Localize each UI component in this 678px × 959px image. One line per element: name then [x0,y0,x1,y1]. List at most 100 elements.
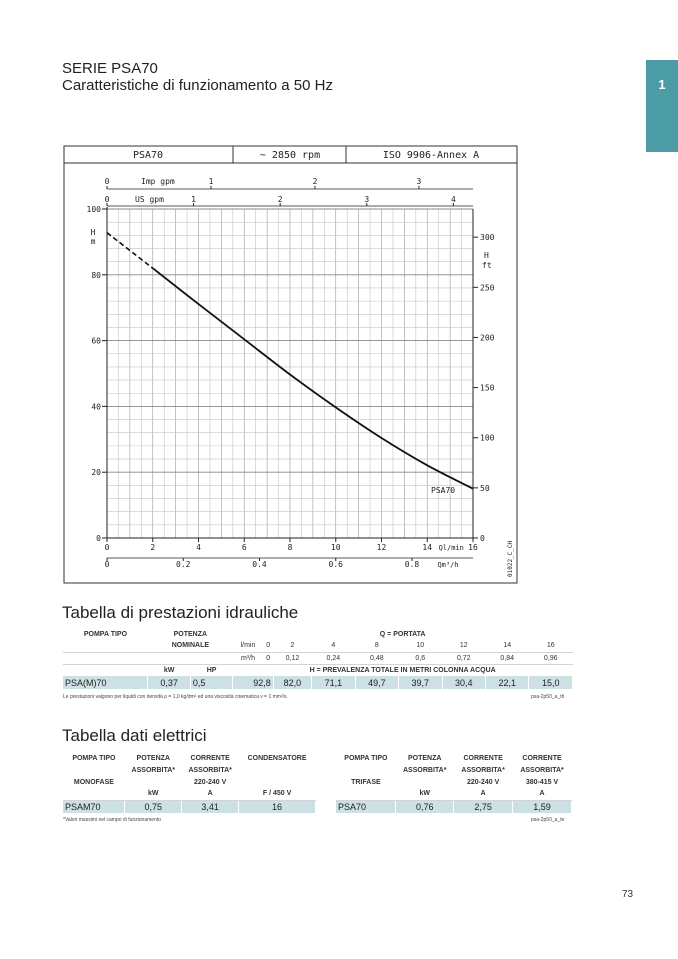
m3h-axis-label: Qm³/h [437,561,458,569]
mono-h-current: CORRENTE [190,754,230,762]
tri-h-power: POTENZA [407,754,442,762]
imp-gpm-label: Imp gpm [141,177,175,186]
chart-code-label: 01022_C_CH [507,540,514,577]
hyd-col-power-nominal: NOMINALE [147,640,233,653]
us-gpm-tick-label: 4 [451,195,456,204]
tri-h-current: CORRENTE [463,754,503,762]
us-gpm-tick-label: 1 [191,195,196,204]
mono-h-pump: POMPA TIPO [72,754,116,762]
electric-table-tri: POMPA TIPO POTENZA CORRENTE CORRENTE ASS… [336,752,572,813]
hyd-row-value: 92,8 [232,676,274,689]
hyd-unit-lmin: l/min [232,640,264,653]
imp-gpm-tick-label: 2 [313,177,318,186]
lmin-tick-label: 16 [468,543,478,552]
tri-row-pump: PSA70 [336,800,397,813]
right-axis-label: H [484,251,489,260]
hyd-row-value: 30,4 [442,676,487,689]
mono-row-f: 16 [238,800,316,813]
mono-u-kw: kW [124,788,182,801]
lmin-tick-label: 10 [331,543,341,552]
us-gpm-tick-label: 2 [278,195,283,204]
hyd-row-value: 49,7 [355,676,400,689]
right-tick-label: 250 [480,283,495,292]
hyd-col-flow: Q = PORTATA [379,630,426,638]
left-axis-label: H [91,228,96,237]
hydraulic-table-title: Tabella di prestazioni idrauliche [62,603,299,622]
m3h-tick-label: 0.8 [405,560,420,569]
lmin-tick-label: 8 [288,543,293,552]
hyd-m3h-cell: 0,96 [528,652,573,665]
hyd-row-value: 22,1 [485,676,530,689]
tri-h-current-b: CORRENTE [522,754,562,762]
electric-note: *Valori massimi nel campo di funzionamen… [63,817,162,823]
imp-gpm-tick-label: 3 [417,177,422,186]
mono-h-power2: ASSORBITA* [131,766,175,774]
hyd-row-pump: PSA(M)70 [63,676,149,689]
hyd-lmin-cell: 4 [311,640,356,653]
hyd-row-value: 71,1 [311,676,356,689]
electric-table-mono: POMPA TIPO POTENZA CORRENTE CONDENSATORE… [63,752,316,813]
us-gpm-tick-label: 3 [364,195,369,204]
right-tick-label: 0 [480,534,485,543]
chart-frame [63,145,518,584]
left-tick-label: 80 [91,271,101,280]
hyd-lmin-cell: 0 [263,640,274,653]
series-subtitle: Caratteristiche di funzionamento a 50 Hz [62,77,333,94]
lmin-tick-label: 6 [242,543,247,552]
hyd-unit-hp: HP [206,666,217,674]
hyd-row-kw: 0,37 [147,676,191,689]
tri-h-current3: 220-240 V [466,778,500,786]
hyd-m3h-cell: 0,48 [355,652,399,665]
performance-chart-svg: PSA70 ~ 2850 rpm ISO 9906-Annex A020406080… [63,145,518,584]
left-axis-label: m [91,237,96,246]
hyd-head-label: H = PREVALENZA TOTALE IN METRI COLONNA A… [309,666,496,674]
mono-row-a: 3,41 [181,800,240,813]
chapter-tab[interactable]: 1 [646,60,678,152]
us-gpm-tick-label: 0 [105,195,110,204]
series-title: SERIE PSA70 [62,60,158,77]
right-tick-label: 50 [480,484,490,493]
page-heading: SERIE PSA70 Caratteristiche di funzionam… [62,60,333,94]
hyd-lmin-cell: 2 [273,640,312,653]
mono-row-kw: 0,75 [124,800,183,813]
hyd-col-pump-type: POMPA TIPO [83,630,128,638]
chapter-tab-number: 1 [658,77,666,92]
hyd-row-value: 39,7 [398,676,443,689]
tri-h-current-b3: 380-415 V [525,778,559,786]
hyd-row-value: 15,0 [528,676,573,689]
tri-h-power2: ASSORBITA* [403,766,447,774]
hyd-m3h-cell: 0,6 [398,652,443,665]
mono-h-current3: 220-240 V [194,778,227,786]
m3h-tick-label: 0.2 [176,560,191,569]
table-row: PSAM70 0,75 3,41 16 [63,800,316,813]
chart-header-cell: PSA70 [133,150,163,161]
hyd-lmin-cell: 8 [355,640,399,653]
hyd-m3h-cell: 0,72 [442,652,486,665]
mono-h-power: POTENZA [136,754,170,762]
lmin-tick-label: 4 [196,543,201,552]
hyd-col-power: POTENZA [173,630,208,638]
page-number: 73 [622,889,634,900]
mono-type-label: MONOFASE [73,778,114,786]
us-gpm-label: US gpm [135,195,164,204]
hyd-m3h-cell: 0,84 [485,652,529,665]
mono-u-f: F / 450 V [238,788,316,801]
hyd-m3h-cell: 0,12 [273,652,312,665]
left-tick-label: 20 [91,468,101,477]
left-tick-label: 100 [87,205,102,214]
curve-label: PSA70 [431,486,455,495]
table-row: PSA(M)70 0,37 0,5 92,8 82,0 71,1 49,7 39… [63,676,573,689]
electric-code: psa-2p50_a_te [531,817,565,823]
electric-table-title: Tabella dati elettrici [62,726,207,745]
chart-header-cell: ~ 2850 rpm [260,150,320,161]
mono-h-current2: ASSORBITA* [188,766,232,774]
right-tick-label: 150 [480,384,495,393]
hydraulic-note: Le prestazioni valgono per liquidi con d… [63,694,288,700]
hyd-row-hp: 0,5 [190,676,234,689]
table-row: PSA70 0,76 2,75 1,59 [336,800,572,813]
hydraulic-code: psa-2p50_a_th [531,694,565,700]
lmin-tick-label: 12 [377,543,387,552]
tri-h-current-b2: ASSORBITA* [520,766,564,774]
hyd-m3h-cell: 0 [263,652,274,665]
lmin-axis-label: Ql/min [439,544,464,552]
